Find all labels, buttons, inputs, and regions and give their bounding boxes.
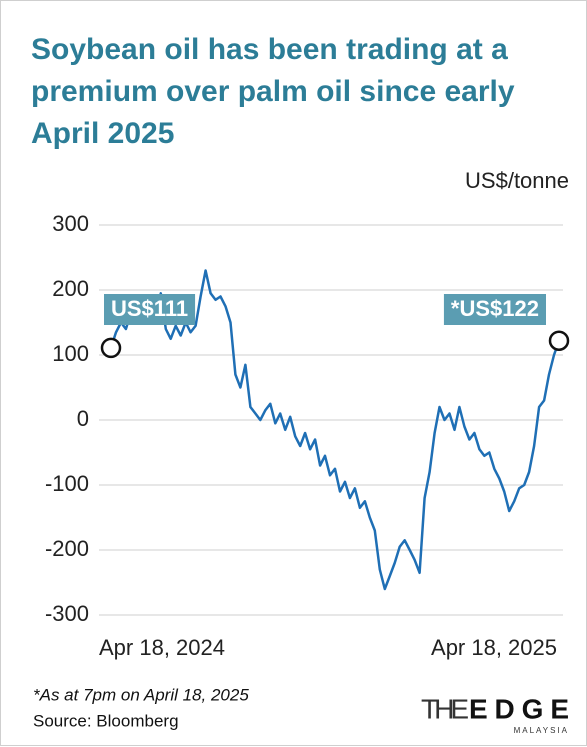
y-tick-label: 100 — [52, 341, 89, 366]
annotation-text: *US$122 — [451, 296, 539, 321]
y-tick-label: 300 — [52, 211, 89, 236]
logo-sub: MALAYSIA — [514, 726, 569, 735]
y-tick-label: 0 — [77, 406, 89, 431]
x-tick-label: Apr 18, 2024 — [99, 635, 225, 660]
annotation: US$111 — [104, 294, 196, 325]
source: Source: Bloomberg — [33, 711, 179, 730]
end-marker — [100, 337, 122, 359]
annotation-box — [443, 294, 546, 325]
chart-title: Soybean oil has been trading at a premiu… — [31, 33, 515, 150]
y-tick-label: -100 — [45, 471, 89, 496]
annotation: *US$122 — [443, 294, 546, 325]
footnote: *As at 7pm on April 18, 2025 — [33, 685, 249, 704]
y-tick-label: 200 — [52, 276, 89, 301]
y-tick-label: -200 — [45, 536, 89, 561]
annotation-box — [104, 294, 196, 325]
y-tick-label: -300 — [45, 601, 89, 626]
logo-the: THE — [421, 693, 469, 724]
annotation-text: US$111 — [111, 296, 188, 321]
x-tick-label: Apr 18, 2025 — [431, 635, 557, 660]
logo-edge: EDGE — [469, 693, 569, 724]
end-marker — [548, 330, 570, 351]
y-axis-label: US$/tonne — [465, 168, 569, 193]
